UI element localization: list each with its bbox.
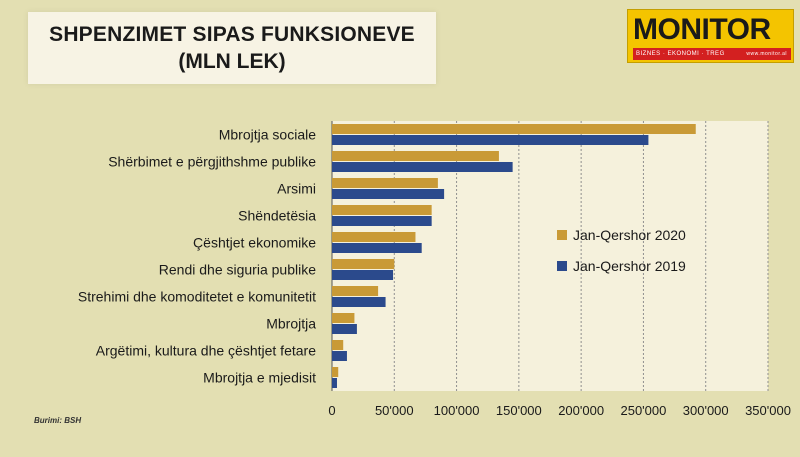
logo-website: www.monitor.al — [746, 51, 787, 57]
bar-2020 — [332, 151, 499, 161]
bar-2019 — [332, 324, 357, 334]
chart-subtitle: (MLN LEK) — [178, 50, 286, 73]
logo-tagline-bar: BIZNES · EKONOMI · TREG www.monitor.al — [633, 48, 791, 60]
category-label: Çështjet ekonomike — [193, 235, 316, 251]
bar-2020 — [332, 205, 432, 215]
bar-2019 — [332, 189, 445, 199]
chart-title-box: SHPENZIMET SIPAS FUNKSIONEVE (MLN LEK) — [28, 12, 436, 84]
legend-swatch — [557, 230, 567, 240]
category-label: Mbrojtja sociale — [219, 127, 316, 143]
category-label: Shëndetësia — [238, 208, 316, 224]
x-tick-label: 200'000 — [558, 403, 604, 418]
bar-2020 — [332, 367, 339, 377]
category-label: Arsimi — [277, 181, 316, 197]
bar-2019 — [332, 135, 649, 145]
category-label: Mbrojtja — [266, 316, 316, 332]
x-tick-label: 250'000 — [620, 403, 666, 418]
bar-2020 — [332, 232, 416, 242]
x-tick-label: 0 — [328, 403, 335, 418]
monitor-logo: MONITOR BIZNES · EKONOMI · TREG www.moni… — [627, 9, 794, 63]
bar-2019 — [332, 216, 432, 226]
bar-2020 — [332, 124, 696, 134]
plot-area — [332, 121, 768, 391]
bar-2019 — [332, 351, 347, 361]
category-label: Rendi dhe siguria publike — [159, 262, 316, 278]
logo-word: MONITOR — [633, 13, 771, 46]
legend-label: Jan-Qershor 2020 — [573, 227, 686, 243]
category-label: Mbrojtja e mjedisit — [203, 370, 316, 386]
category-label: Shërbimet e përgjithshme publike — [108, 154, 316, 170]
category-label: Argëtimi, kultura dhe çështjet fetare — [96, 343, 316, 359]
x-tick-label: 100'000 — [434, 403, 480, 418]
x-tick-label: 350'000 — [745, 403, 791, 418]
bar-2020 — [332, 259, 395, 269]
chart-title: SHPENZIMET SIPAS FUNKSIONEVE — [49, 23, 415, 46]
bar-2019 — [332, 297, 386, 307]
bar-2020 — [332, 340, 344, 350]
bar-2019 — [332, 270, 394, 280]
bar-2019 — [332, 162, 513, 172]
source-note: Burimi: BSH — [34, 416, 82, 425]
bar-2020 — [332, 178, 438, 188]
category-label: Strehimi dhe komoditetet e komunitetit — [78, 289, 316, 305]
bar-2020 — [332, 286, 379, 296]
legend-label: Jan-Qershor 2019 — [573, 258, 686, 274]
x-tick-label: 50'000 — [375, 403, 414, 418]
bar-2019 — [332, 243, 422, 253]
x-tick-label: 300'000 — [683, 403, 729, 418]
x-tick-label: 150'000 — [496, 403, 542, 418]
bar-2020 — [332, 313, 355, 323]
bar-2019 — [332, 378, 337, 388]
legend-swatch — [557, 261, 567, 271]
logo-tagline: BIZNES · EKONOMI · TREG — [636, 51, 725, 57]
